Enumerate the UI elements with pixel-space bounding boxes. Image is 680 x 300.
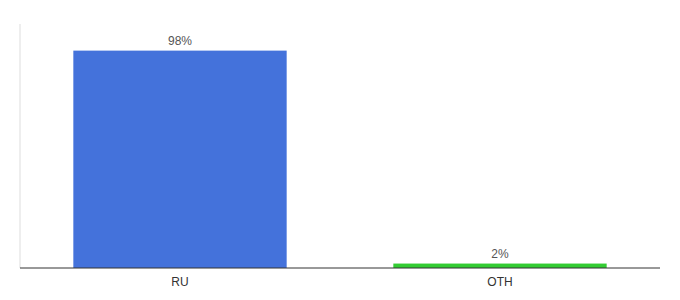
data-label: 2%: [491, 247, 509, 261]
x-axis-line: [20, 268, 660, 269]
data-label: 98%: [168, 34, 192, 48]
y-range-line: [20, 24, 21, 268]
chart-container: 98% 2% RU OTH: [0, 0, 680, 300]
bar: [73, 51, 286, 268]
x-tick-label: OTH: [487, 275, 512, 289]
bars: [73, 51, 606, 268]
chart-svg: 98% 2% RU OTH: [0, 0, 680, 300]
x-tick-label: RU: [171, 275, 188, 289]
bar: [393, 264, 606, 268]
